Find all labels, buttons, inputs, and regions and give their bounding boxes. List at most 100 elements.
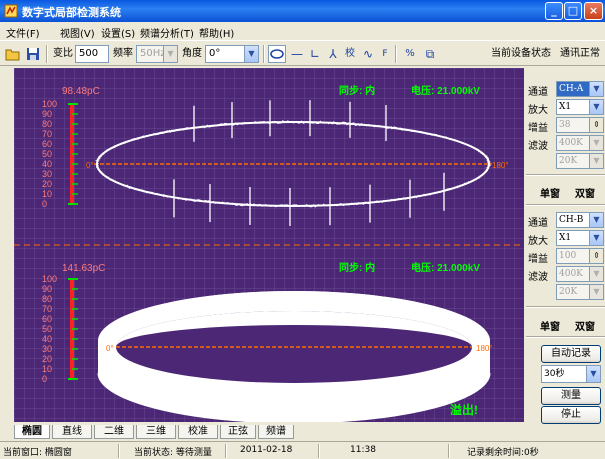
chevron-down-icon[interactable]: ▼	[589, 285, 603, 299]
sine-mode-icon[interactable]: ∿	[362, 47, 374, 61]
toolbar-separator	[395, 45, 397, 63]
tab-sine[interactable]: 正弦	[220, 425, 256, 439]
2d-mode-icon[interactable]: ∟	[309, 47, 321, 61]
ch2-gain-stepper[interactable]: 100 ⇕	[556, 248, 604, 264]
chevron-down-icon[interactable]: ▼	[589, 82, 603, 96]
maximize-button[interactable]: □	[564, 2, 582, 20]
spectrum-icon[interactable]: F	[382, 49, 388, 59]
ratio-input[interactable]: 500	[75, 45, 109, 63]
ch1-gain-label: 增益	[528, 123, 548, 134]
save-icon[interactable]	[24, 45, 42, 63]
scale-label: 40	[42, 159, 52, 169]
status-time: 11:38	[350, 445, 376, 455]
spinner-icon[interactable]: ⇕	[589, 118, 603, 132]
status-separator	[225, 444, 227, 458]
3d-mode-icon[interactable]: ⅄	[329, 47, 337, 61]
chevron-down-icon[interactable]: ▼	[589, 154, 603, 168]
top-scale	[68, 103, 78, 205]
chevron-down-icon[interactable]: ▼	[586, 366, 600, 382]
scale-label: 100	[42, 99, 57, 109]
status-window: 当前窗口: 椭圆窗	[3, 448, 72, 458]
ch2-gain-label: 增益	[528, 254, 548, 265]
menu-view[interactable]: 视图(V)	[60, 29, 95, 40]
tab-ellipse[interactable]: 椭圆	[14, 425, 50, 439]
status-separator	[118, 444, 120, 458]
angle-select[interactable]: 0° ▼	[205, 45, 259, 63]
menu-help[interactable]: 帮助(H)	[199, 29, 235, 40]
app-icon	[4, 4, 18, 18]
scale-label: 30	[42, 344, 52, 354]
menu-file[interactable]: 文件(F)	[6, 29, 40, 40]
freq-select[interactable]: 50Hz ▼	[136, 45, 178, 63]
ch1-filter-select[interactable]: 400K ▼	[556, 135, 604, 151]
ch2-single-window[interactable]: 单窗	[540, 322, 560, 333]
chevron-down-icon[interactable]: ▼	[589, 213, 603, 227]
tab-line[interactable]: 直线	[52, 425, 92, 439]
bottom-sync: 同步: 内	[339, 261, 375, 274]
device-status-label: 当前设备状态	[491, 48, 551, 59]
ch2-dual-window[interactable]: 双窗	[575, 322, 595, 333]
status-date: 2011-02-18	[240, 445, 293, 455]
ch2-amp-select[interactable]: X1 ▼	[556, 230, 604, 246]
window-icon[interactable]: ⧉	[425, 47, 435, 61]
ch1-filter2-select[interactable]: 20K ▼	[556, 153, 604, 169]
scale-label: 10	[42, 364, 52, 374]
ch2-filter-select[interactable]: 400K ▼	[556, 266, 604, 282]
bottom-amplitude: 141.63pC	[62, 263, 105, 274]
chevron-down-icon[interactable]: ▼	[589, 100, 603, 114]
angle-value: 0°	[209, 48, 221, 59]
top-voltage: 电压: 21.000kV	[411, 84, 480, 97]
ch2-channel-select[interactable]: CH-B ▼	[556, 212, 604, 228]
auto-record-button[interactable]: 自动记录	[541, 345, 601, 363]
chevron-down-icon[interactable]: ▼	[163, 46, 177, 62]
bottom-voltage: 电压: 21.000kV	[411, 261, 480, 274]
minimize-button[interactable]: _	[545, 2, 563, 20]
control-panel: 通道 CH-A ▼ 放大 X1 ▼ 增益 38 ⇕ 滤波 400K ▼ 20K …	[526, 68, 605, 424]
status-separator	[448, 444, 450, 458]
tab-2d[interactable]: 二维	[94, 425, 134, 439]
tab-3d[interactable]: 三维	[136, 425, 176, 439]
window-title: 数字式局部检测系统	[22, 6, 121, 19]
ch2-filter-label: 滤波	[528, 272, 548, 283]
menu-settings[interactable]: 设置(S)	[101, 29, 136, 40]
bottom-angle-end: 180°	[476, 344, 493, 353]
scale-label: 50	[42, 324, 52, 334]
ch1-single-window[interactable]: 单窗	[540, 189, 560, 200]
spinner-icon[interactable]: ⇕	[589, 249, 603, 263]
ch1-channel-select[interactable]: CH-A ▼	[556, 81, 604, 97]
chevron-down-icon[interactable]: ▼	[244, 46, 258, 62]
scale-label: 10	[42, 189, 52, 199]
record-interval-select[interactable]: 30秒 ▼	[541, 365, 601, 383]
tab-calibrate[interactable]: 校准	[178, 425, 218, 439]
stop-button[interactable]: 停止	[541, 406, 601, 424]
ch1-gain-value: 38	[559, 120, 571, 130]
ch1-amp-select[interactable]: X1 ▼	[556, 99, 604, 115]
scale-label: 0	[42, 199, 47, 209]
panel-divider	[526, 204, 605, 206]
menu-spectrum[interactable]: 频谱分析(T)	[140, 29, 194, 40]
tab-spectrum[interactable]: 频谱	[258, 425, 294, 439]
line-mode-icon[interactable]: —	[291, 47, 303, 61]
ch2-filter2-select[interactable]: 20K ▼	[556, 284, 604, 300]
view-tabs: 椭圆 直线 二维 三维 校准 正弦 频谱	[0, 424, 605, 440]
chevron-down-icon[interactable]: ▼	[589, 231, 603, 245]
ellipse-mode-icon[interactable]	[268, 45, 286, 63]
top-ellipse-trace	[94, 100, 491, 226]
scale-label: 90	[42, 284, 52, 294]
measure-button[interactable]: 测量	[541, 387, 601, 405]
close-button[interactable]: ×	[584, 2, 603, 20]
open-icon[interactable]	[4, 45, 22, 63]
calibrate-icon[interactable]: 校	[345, 48, 355, 59]
chevron-down-icon[interactable]: ▼	[589, 136, 603, 150]
panel-divider	[526, 306, 605, 308]
scale-label: 80	[42, 294, 52, 304]
ch2-amp-value: X1	[559, 233, 572, 243]
status-bar: 当前窗口: 椭圆窗 当前状态: 等待测量 2011-02-18 11:38 记录…	[0, 441, 605, 459]
ch1-dual-window[interactable]: 双窗	[575, 189, 595, 200]
percent-icon[interactable]: %	[405, 48, 415, 59]
ch1-gain-stepper[interactable]: 38 ⇕	[556, 117, 604, 133]
status-separator	[318, 444, 320, 458]
scale-label: 80	[42, 119, 52, 129]
chevron-down-icon[interactable]: ▼	[589, 267, 603, 281]
top-sync: 同步: 内	[339, 84, 375, 97]
